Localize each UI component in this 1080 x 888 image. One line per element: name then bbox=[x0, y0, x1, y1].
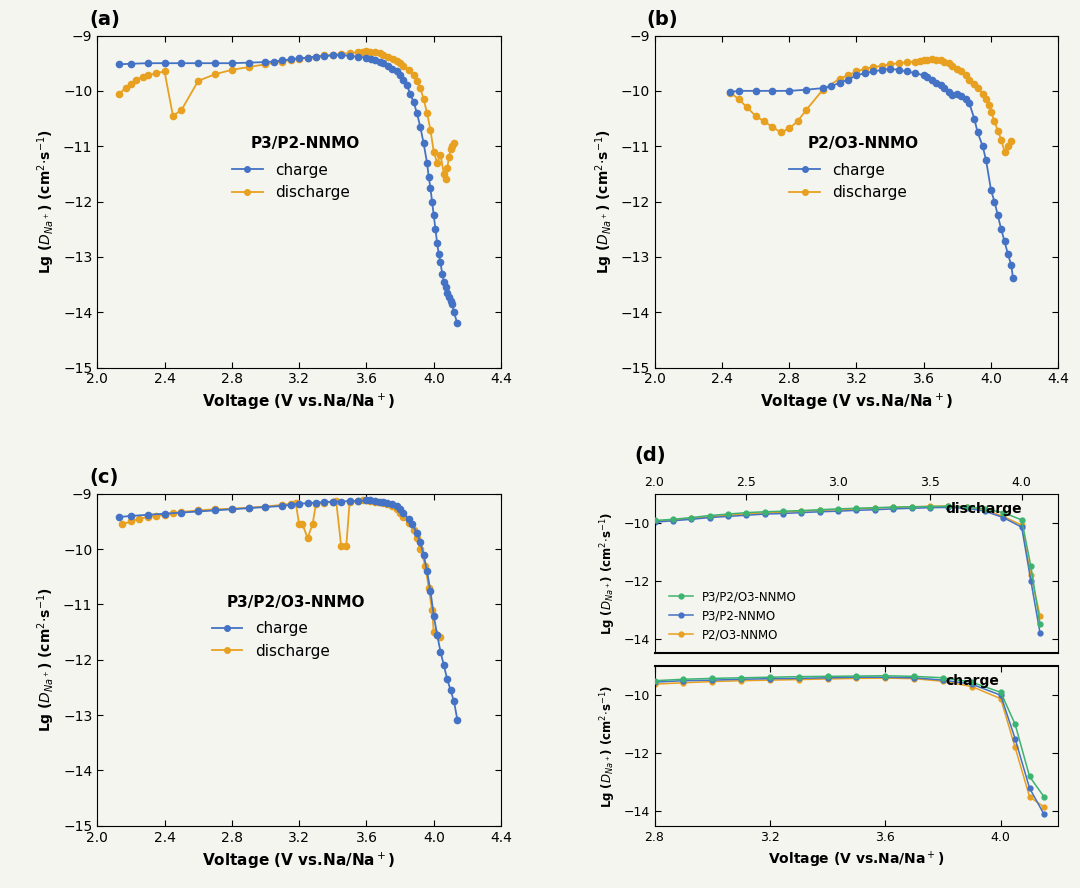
P2/O3-NNMO bbox=[795, 506, 808, 517]
P3/P2-NNMO bbox=[1034, 628, 1047, 638]
P2/O3-NNMO bbox=[777, 507, 789, 518]
P3/P2-NNMO bbox=[868, 504, 881, 515]
Legend: P3/P2/O3-NNMO, P3/P2-NNMO, P2/O3-NNMO: P3/P2/O3-NNMO, P3/P2-NNMO, P2/O3-NNMO bbox=[664, 586, 801, 646]
P2/O3-NNMO bbox=[1025, 570, 1038, 581]
P2/O3-NNMO bbox=[832, 504, 845, 515]
P3/P2/O3-NNMO bbox=[666, 514, 679, 525]
P3/P2/O3-NNMO bbox=[777, 506, 789, 517]
Text: P2/O3-NNMO: P2/O3-NNMO bbox=[808, 137, 919, 152]
Line: P3/P2-NNMO: P3/P2-NNMO bbox=[652, 505, 1042, 636]
P3/P2-NNMO bbox=[887, 503, 900, 514]
Text: (c): (c) bbox=[90, 468, 119, 488]
P3/P2-NNMO bbox=[960, 503, 973, 513]
Line: P2/O3-NNMO: P2/O3-NNMO bbox=[652, 503, 1042, 618]
P3/P2-NNMO bbox=[813, 506, 826, 517]
Text: (d): (d) bbox=[634, 446, 666, 465]
P3/P2-NNMO bbox=[997, 512, 1010, 523]
P3/P2-NNMO bbox=[923, 503, 936, 513]
P3/P2/O3-NNMO bbox=[1015, 514, 1028, 525]
P2/O3-NNMO bbox=[1034, 610, 1047, 621]
P3/P2-NNMO bbox=[832, 506, 845, 517]
Text: charge: charge bbox=[945, 674, 999, 688]
Text: discharge: discharge bbox=[945, 502, 1022, 516]
P3/P2-NNMO bbox=[1015, 522, 1028, 533]
P3/P2/O3-NNMO bbox=[905, 502, 918, 512]
P2/O3-NNMO bbox=[685, 513, 698, 524]
P3/P2/O3-NNMO bbox=[795, 505, 808, 516]
Y-axis label: Lg ($D_{Na^+}$) (cm$^2$$\cdot$s$^{-1}$): Lg ($D_{Na^+}$) (cm$^2$$\cdot$s$^{-1}$) bbox=[598, 685, 618, 807]
Text: (b): (b) bbox=[647, 10, 678, 29]
P3/P2/O3-NNMO bbox=[868, 503, 881, 513]
X-axis label: Voltage (V vs.Na/Na$^+$): Voltage (V vs.Na/Na$^+$) bbox=[202, 850, 396, 870]
Legend: charge, discharge: charge, discharge bbox=[783, 156, 914, 207]
P2/O3-NNMO bbox=[850, 503, 863, 514]
P3/P2/O3-NNMO bbox=[832, 503, 845, 514]
Legend: charge, discharge: charge, discharge bbox=[226, 156, 356, 207]
P3/P2/O3-NNMO bbox=[1034, 619, 1047, 630]
P3/P2-NNMO bbox=[666, 515, 679, 526]
Line: P3/P2/O3-NNMO: P3/P2/O3-NNMO bbox=[652, 503, 1042, 627]
Y-axis label: Lg ($D_{Na^+}$) (cm$^2$$\cdot$s$^{-1}$): Lg ($D_{Na^+}$) (cm$^2$$\cdot$s$^{-1}$) bbox=[593, 129, 615, 274]
P3/P2-NNMO bbox=[795, 507, 808, 518]
P2/O3-NNMO bbox=[942, 501, 955, 511]
Y-axis label: Lg ($D_{Na^+}$) (cm$^2$$\cdot$s$^{-1}$): Lg ($D_{Na^+}$) (cm$^2$$\cdot$s$^{-1}$) bbox=[36, 129, 57, 274]
P3/P2/O3-NNMO bbox=[887, 502, 900, 512]
P2/O3-NNMO bbox=[960, 502, 973, 512]
X-axis label: Voltage (V vs.Na/Na$^+$): Voltage (V vs.Na/Na$^+$) bbox=[202, 392, 396, 412]
Text: (a): (a) bbox=[90, 10, 120, 29]
P3/P2/O3-NNMO bbox=[721, 509, 734, 519]
P3/P2-NNMO bbox=[942, 502, 955, 512]
P3/P2-NNMO bbox=[1025, 575, 1038, 586]
P2/O3-NNMO bbox=[740, 509, 753, 519]
P3/P2/O3-NNMO bbox=[813, 504, 826, 515]
X-axis label: Voltage (V vs.Na/Na$^+$): Voltage (V vs.Na/Na$^+$) bbox=[759, 392, 954, 412]
P2/O3-NNMO bbox=[868, 503, 881, 513]
P3/P2-NNMO bbox=[850, 505, 863, 516]
P3/P2/O3-NNMO bbox=[758, 506, 771, 517]
P3/P2-NNMO bbox=[685, 514, 698, 525]
P3/P2-NNMO bbox=[721, 511, 734, 522]
P3/P2-NNMO bbox=[703, 512, 716, 523]
P3/P2-NNMO bbox=[758, 509, 771, 519]
Text: P3/P2-NNMO: P3/P2-NNMO bbox=[251, 137, 360, 152]
P2/O3-NNMO bbox=[923, 501, 936, 511]
P2/O3-NNMO bbox=[905, 502, 918, 512]
P3/P2/O3-NNMO bbox=[1025, 561, 1038, 572]
P3/P2/O3-NNMO bbox=[960, 502, 973, 512]
P3/P2-NNMO bbox=[777, 508, 789, 519]
P2/O3-NNMO bbox=[721, 510, 734, 520]
P3/P2-NNMO bbox=[648, 517, 661, 527]
P3/P2/O3-NNMO bbox=[648, 515, 661, 526]
P2/O3-NNMO bbox=[648, 516, 661, 527]
P3/P2/O3-NNMO bbox=[923, 501, 936, 511]
P3/P2/O3-NNMO bbox=[740, 507, 753, 518]
P2/O3-NNMO bbox=[758, 508, 771, 519]
Y-axis label: Lg ($D_{Na^+}$) (cm$^2$$\cdot$s$^{-1}$): Lg ($D_{Na^+}$) (cm$^2$$\cdot$s$^{-1}$) bbox=[598, 512, 618, 635]
P2/O3-NNMO bbox=[666, 514, 679, 525]
P2/O3-NNMO bbox=[1015, 519, 1028, 530]
P3/P2/O3-NNMO bbox=[850, 503, 863, 513]
P3/P2-NNMO bbox=[978, 506, 991, 517]
P3/P2/O3-NNMO bbox=[685, 512, 698, 523]
Text: P3/P2/O3-NNMO: P3/P2/O3-NNMO bbox=[227, 595, 365, 610]
P2/O3-NNMO bbox=[703, 511, 716, 522]
P2/O3-NNMO bbox=[887, 502, 900, 512]
Y-axis label: Lg ($D_{Na^+}$) (cm$^2$$\cdot$s$^{-1}$): Lg ($D_{Na^+}$) (cm$^2$$\cdot$s$^{-1}$) bbox=[36, 587, 57, 733]
P2/O3-NNMO bbox=[997, 511, 1010, 522]
P3/P2-NNMO bbox=[740, 510, 753, 520]
X-axis label: Voltage (V vs.Na/Na$^+$): Voltage (V vs.Na/Na$^+$) bbox=[768, 849, 945, 869]
P2/O3-NNMO bbox=[813, 505, 826, 516]
P3/P2/O3-NNMO bbox=[942, 501, 955, 511]
P3/P2/O3-NNMO bbox=[978, 503, 991, 514]
P2/O3-NNMO bbox=[978, 504, 991, 515]
P3/P2/O3-NNMO bbox=[703, 511, 716, 521]
Legend: charge, discharge: charge, discharge bbox=[206, 615, 336, 665]
P3/P2-NNMO bbox=[905, 503, 918, 513]
P3/P2/O3-NNMO bbox=[997, 507, 1010, 518]
